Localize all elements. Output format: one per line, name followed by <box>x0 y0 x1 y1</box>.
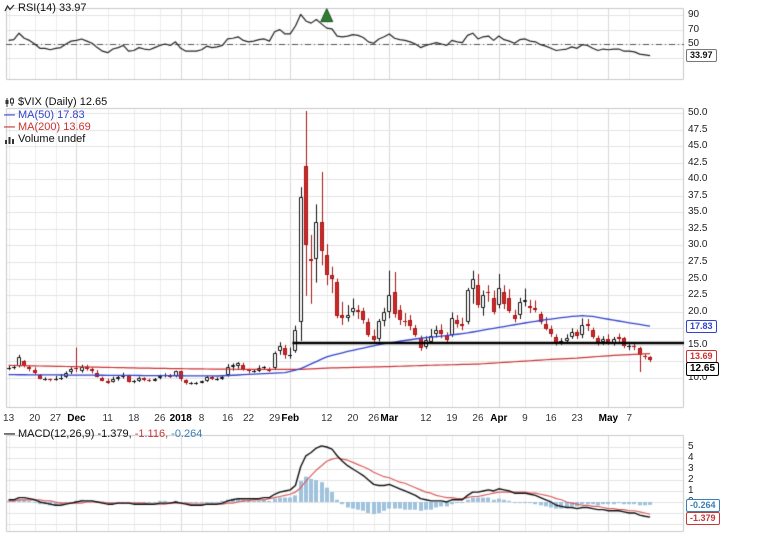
indicator-icon <box>4 4 15 12</box>
x-axis-label: 26 <box>154 413 166 424</box>
x-axis-label: 2018 <box>169 413 192 424</box>
y-axis-label: 3 <box>688 462 694 474</box>
macd-line-swatch: — <box>4 428 15 440</box>
x-axis-label: 16 <box>545 413 557 424</box>
x-axis-label: 18 <box>128 413 140 424</box>
x-axis-label: 8 <box>198 413 205 424</box>
x-axis-label: 13 <box>3 413 15 424</box>
last-price-box: 12.65 <box>686 362 720 376</box>
x-axis-label: 26 <box>472 413 484 424</box>
x-axis-label: 16 <box>222 413 234 424</box>
x-axis-label: 12 <box>420 413 432 424</box>
x-axis-label: 26 <box>368 413 380 424</box>
y-axis-label: 42.5 <box>688 156 708 168</box>
y-axis-label: 90 <box>688 9 700 21</box>
ma200-legend: — MA(200) 13.69 <box>4 122 91 133</box>
candlestick-icon <box>5 97 14 107</box>
y-axis-label: 4 <box>688 451 694 463</box>
y-axis-label: 1 <box>688 484 694 496</box>
x-axis-label: May <box>598 413 619 424</box>
x-axis-label: 9 <box>522 413 528 424</box>
x-axis-label: 7 <box>626 413 633 424</box>
x-axis-label: Apr <box>490 413 508 424</box>
x-axis-label: 29 <box>269 413 281 424</box>
x-axis-label: 20 <box>347 413 359 424</box>
x-axis-label: 11 <box>102 413 113 424</box>
y-axis-label: 32.5 <box>688 222 708 234</box>
x-axis-label: 19 <box>446 413 458 424</box>
ma200-label: MA(200) 13.69 <box>18 121 91 133</box>
rsi-legend: RSI(14) 33.97 <box>4 3 86 14</box>
symbol-title: $VIX (Daily) 12.65 <box>18 96 108 108</box>
macd-line-value-box: -1.379 <box>686 512 720 525</box>
macd-legend: — MACD(12,26,9) -1.379, -1.116, -0.264 <box>4 429 202 440</box>
volume-legend: Volume undef <box>4 134 85 145</box>
volume-label: Volume undef <box>18 133 86 145</box>
ma50-line-swatch: — <box>4 109 15 121</box>
x-axis-label: 27 <box>49 413 62 424</box>
ma50-legend: — MA(50) 17.83 <box>4 110 85 121</box>
y-axis-label: 47.5 <box>688 123 708 135</box>
macd-hist-value-box: -0.264 <box>686 499 720 512</box>
x-axis-label: Dec <box>67 413 86 424</box>
y-axis-label: 5 <box>688 440 694 452</box>
x-axis-label: 20 <box>29 413 41 424</box>
x-axis-label: Feb <box>281 413 300 424</box>
y-axis-label: 45.0 <box>688 140 708 152</box>
price-legend-title: $VIX (Daily) 12.65 <box>4 97 107 108</box>
macd-hist-label: -0.264 <box>171 428 203 440</box>
y-axis-label: 10.0 <box>688 371 708 383</box>
y-axis-label: 27.5 <box>688 256 708 268</box>
y-axis-label: 70 <box>688 23 700 35</box>
y-axis-label: 25.0 <box>688 272 708 284</box>
y-axis-label: 40.0 <box>688 173 708 185</box>
x-axis-label: 22 <box>242 413 255 424</box>
x-axis-label: 12 <box>321 413 333 424</box>
y-axis-label: 2 <box>688 473 694 485</box>
ma50-label: MA(50) 17.83 <box>18 109 85 121</box>
volume-bars-icon <box>5 137 14 144</box>
ma200-line-swatch: — <box>4 121 15 133</box>
rsi-value-box: 33.97 <box>686 49 717 62</box>
y-axis-label: 22.5 <box>688 289 708 301</box>
x-axis-label: Mar <box>380 413 399 424</box>
y-axis-label: 35.0 <box>688 206 708 218</box>
y-axis-label: 50 <box>688 38 700 49</box>
y-axis-label: 20.0 <box>688 305 708 317</box>
y-axis-label: 37.5 <box>688 189 708 201</box>
y-axis-label: 15.0 <box>688 338 708 350</box>
macd-signal-label: -1.116, <box>134 428 169 440</box>
x-axis-label: 23 <box>571 413 583 424</box>
y-axis-label: 30.0 <box>688 239 708 251</box>
ma50-value-box: 17.83 <box>686 320 717 333</box>
macd-label: MACD(12,26,9) -1.379, <box>18 428 132 440</box>
y-axis-label: 50.0 <box>688 106 708 118</box>
rsi-label: RSI(14) 33.97 <box>18 2 87 14</box>
